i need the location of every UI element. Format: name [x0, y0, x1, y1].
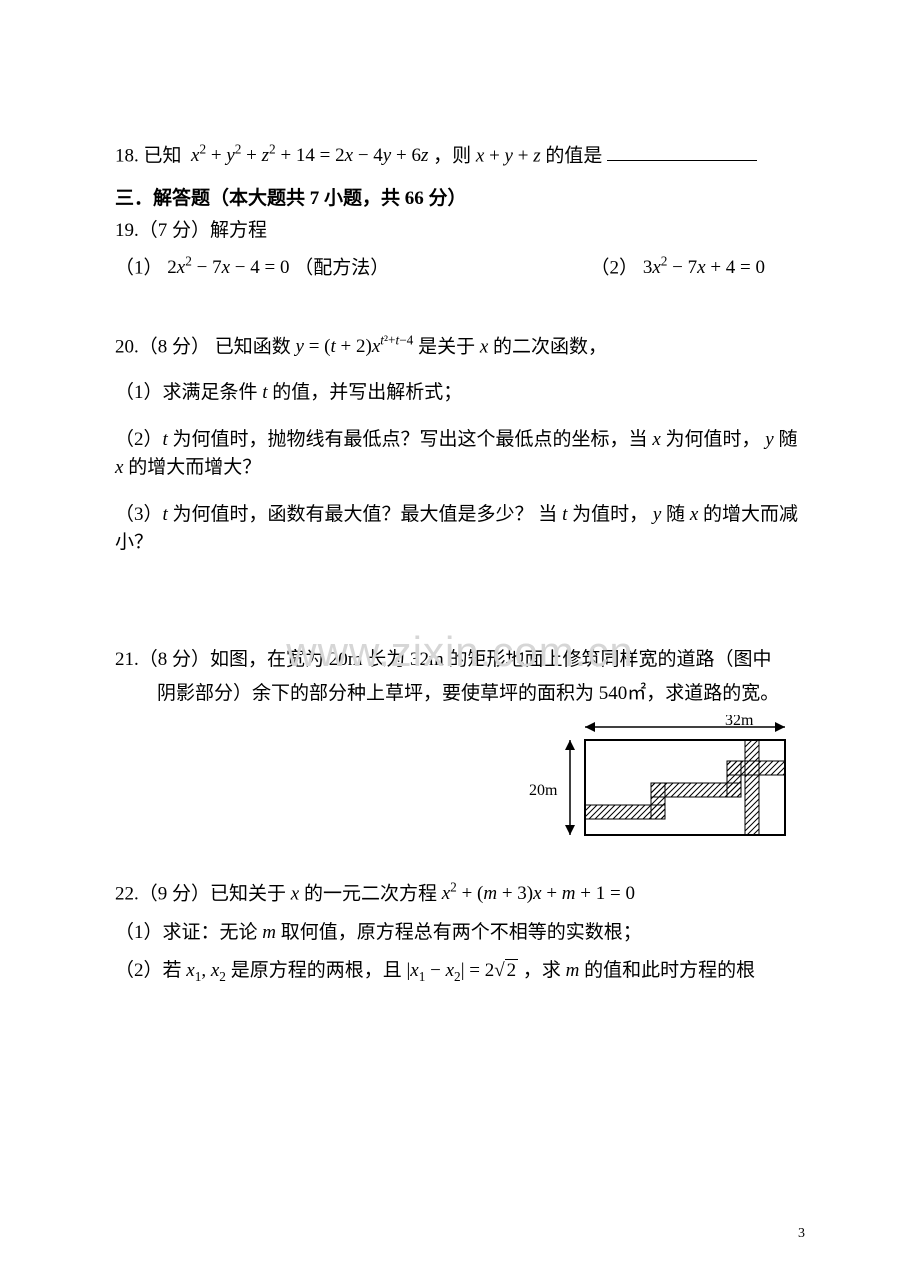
q18-suffix: 的值是 — [545, 145, 602, 166]
q21-line1: 21.（8 分）如图，在宽为 20m 长为 32m 的矩形地面上修筑同样宽的道路… — [115, 646, 805, 675]
q18-blank — [607, 141, 757, 161]
q19-p2-label: （2） — [591, 257, 639, 278]
q20-p3: （3）t 为何值时，函数有最大值？最大值是多少？ 当 t 为值时， y 随 x … — [115, 501, 805, 558]
q21-line2: 阴影部分）余下的部分种上草坪，要使草坪的面积为 540㎡，求道路的宽。 — [115, 680, 805, 709]
q19-p1-note: （配方法） — [294, 257, 389, 278]
q18-sum: x + y + z — [476, 145, 545, 166]
section3-title: 三．解答题（本大题共 7 小题，共 66 分） — [115, 185, 805, 214]
q21-height-label: 20m — [529, 782, 558, 799]
q20-exp: t²+t−4 — [380, 333, 413, 348]
q21-figure-wrap: 32m 20m — [115, 715, 805, 850]
q20-heading: 20.（8 分） 已知函数 y = (t + 2)xt²+t−4 是关于 x 的… — [115, 331, 805, 362]
q19-part2: （2） 3x2 − 7x + 4 = 0 — [591, 252, 805, 283]
spacer — [115, 283, 805, 331]
q19-row: （1） 2x2 − 7x − 4 = 0 （配方法） （2） 3x2 − 7x … — [115, 252, 805, 283]
q19-p2-eq: 3x2 − 7x + 4 = 0 — [643, 257, 765, 278]
q21: 21.（8 分）如图，在宽为 20m 长为 32m 的矩形地面上修筑同样宽的道路… — [115, 646, 805, 850]
q22-eq: x2 + (m + 3)x + m + 1 = 0 — [442, 883, 635, 904]
q22-p2: （2）若 x1, x2 是原方程的两根，且 |x1 − x2| = 22 ，求 … — [115, 957, 805, 987]
q20-p2: （2）t 为何值时，抛物线有最低点？写出这个最低点的坐标，当 x 为何值时， y… — [115, 426, 805, 483]
q19-part1: （1） 2x2 − 7x − 4 = 0 （配方法） — [115, 252, 389, 283]
spacer — [115, 576, 805, 646]
q18-mid: ，则 — [433, 145, 471, 166]
q20-p1: （1）求满足条件 t 的值，并写出解析式； — [115, 379, 805, 408]
q20-func: y = (t + 2)xt²+t−4 — [296, 336, 414, 357]
q21-figure: 32m 20m — [525, 715, 805, 850]
page-number: 3 — [798, 1223, 805, 1244]
q22-heading-prefix: 22.（9 分）已知关于 x 的一元二次方程 — [115, 883, 442, 904]
q19-heading: 19.（7 分）解方程 — [115, 217, 805, 246]
q20: 20.（8 分） 已知函数 y = (t + 2)xt²+t−4 是关于 x 的… — [115, 331, 805, 558]
q18-prefix: 18. 已知 — [115, 145, 182, 166]
q22-p1: （1）求证：无论 m 取何值，原方程总有两个不相等的实数根； — [115, 919, 805, 948]
q22-heading: 22.（9 分）已知关于 x 的一元二次方程 x2 + (m + 3)x + m… — [115, 878, 805, 909]
page: 18. 已知 x2 + y2 + z2 + 14 = 2x − 4y + 6z … — [0, 0, 920, 1274]
q19-p1-eq: 2x2 − 7x − 4 = 0 — [167, 257, 289, 278]
q18-equation: x2 + y2 + z2 + 14 = 2x − 4y + 6z — [186, 145, 428, 166]
q19-p1-label: （1） — [115, 257, 163, 278]
q20-heading-suffix: 是关于 x 的二次函数， — [413, 336, 607, 357]
q22: 22.（9 分）已知关于 x 的一元二次方程 x2 + (m + 3)x + m… — [115, 878, 805, 987]
q20-heading-prefix: 20.（8 分） 已知函数 — [115, 336, 296, 357]
q21-width-label: 32m — [725, 715, 754, 729]
q18: 18. 已知 x2 + y2 + z2 + 14 = 2x − 4y + 6z … — [115, 140, 805, 171]
